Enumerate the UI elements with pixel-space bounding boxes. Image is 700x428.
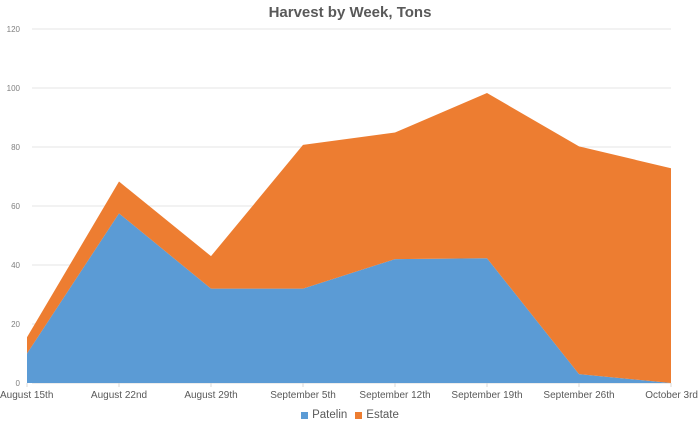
x-tick-label: September 12th xyxy=(359,390,431,401)
legend-item-estate[interactable]: Estate xyxy=(355,409,399,421)
legend-swatch-patelin xyxy=(301,411,309,419)
y-tick-label: 0 xyxy=(16,379,21,388)
x-tick-label: September 19th xyxy=(451,390,523,401)
x-tick-label: August 15th xyxy=(0,390,54,401)
x-tick-label: September 5th xyxy=(270,390,336,401)
y-tick-label: 60 xyxy=(11,202,20,211)
area-patelin[interactable] xyxy=(27,213,671,383)
y-tick-label: 80 xyxy=(11,143,20,152)
x-tick-label: August 29th xyxy=(184,390,238,401)
y-tick-label: 20 xyxy=(11,320,20,329)
y-tick-label: 100 xyxy=(7,84,21,93)
x-tick-label: August 22nd xyxy=(90,390,148,401)
legend-swatch-estate xyxy=(355,411,363,419)
x-tick-label: September 26th xyxy=(543,390,615,401)
y-tick-label: 40 xyxy=(11,261,20,270)
legend-item-patelin[interactable]: Patelin xyxy=(301,409,347,421)
y-tick-label: 120 xyxy=(7,25,21,34)
legend: Patelin Estate xyxy=(0,409,700,421)
legend-label-patelin: Patelin xyxy=(312,409,348,421)
x-tick-label: October 3rd xyxy=(645,390,698,401)
legend-label-estate: Estate xyxy=(366,409,399,421)
chart-title: Harvest by Week, Tons xyxy=(268,4,432,21)
area-estate[interactable] xyxy=(27,93,671,383)
